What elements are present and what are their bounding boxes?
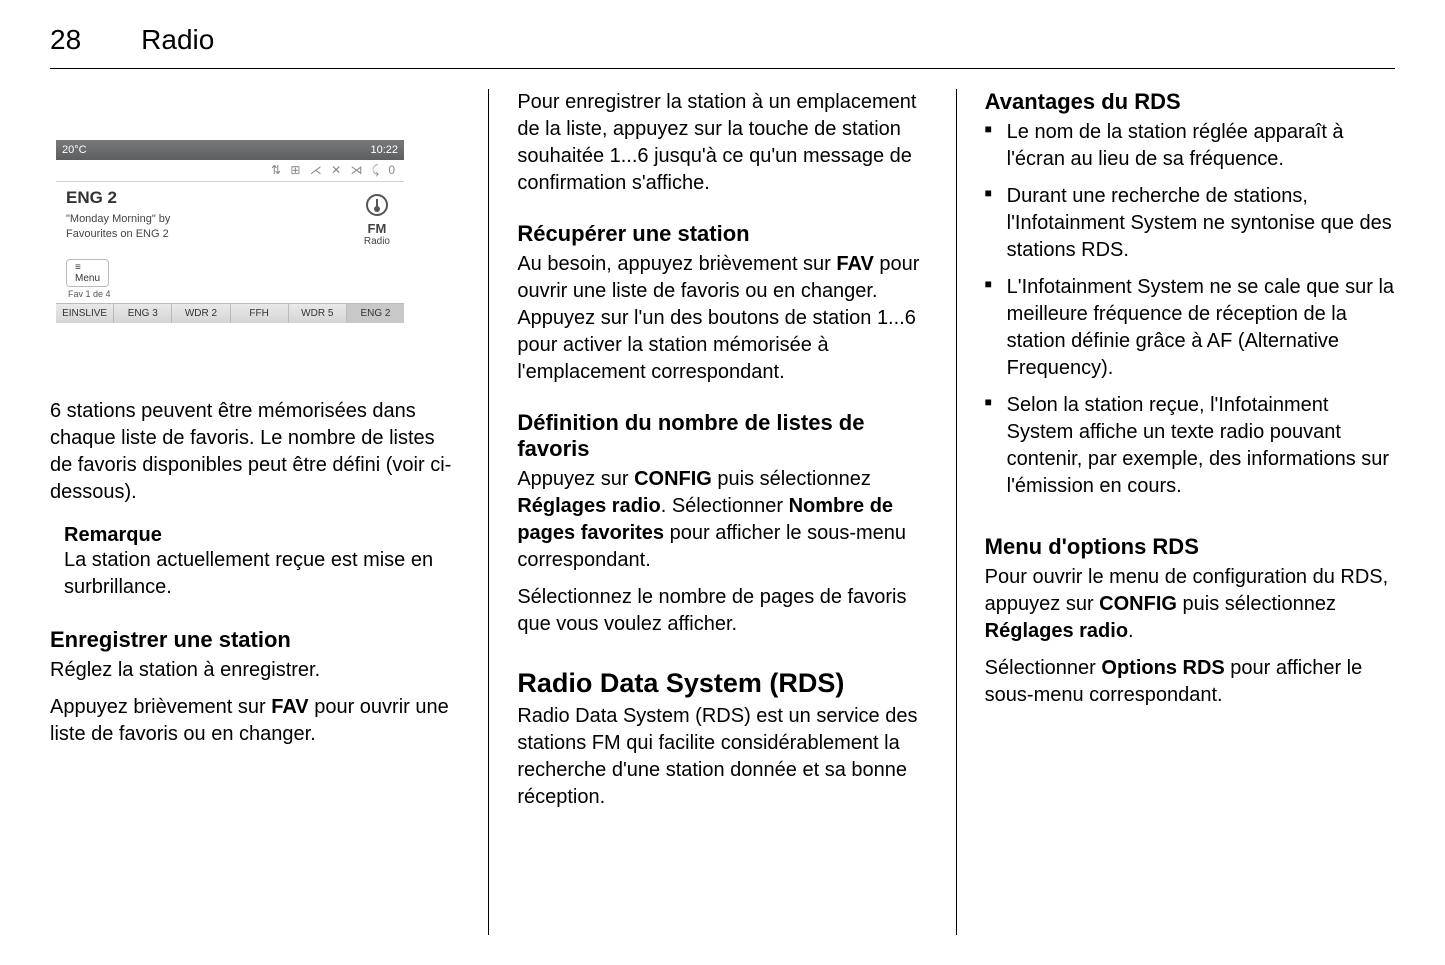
- remark-body: La station actuellement reçue est mise e…: [64, 547, 460, 601]
- preset-5: WDR 5: [289, 304, 347, 323]
- col1-paragraph-1: 6 stations peuvent être mémorisées dans …: [50, 398, 460, 506]
- antenna-icon: [366, 194, 388, 216]
- col1-save-p1: Réglez la station à enregistrer.: [50, 657, 460, 684]
- screenshot-band-indicator: FM Radio: [364, 194, 390, 247]
- list-item: L'Infotainment System ne se cale que sur…: [985, 274, 1395, 382]
- screenshot-nowplaying-1: "Monday Morning" by: [66, 212, 394, 226]
- page-header: 28 Radio: [50, 24, 1395, 69]
- text: .: [1128, 620, 1134, 642]
- col2-rds-paragraph: Radio Data System (RDS) est un service d…: [517, 703, 927, 811]
- col3-menu-p1: Pour ouvrir le menu de configuration du …: [985, 564, 1395, 645]
- screenshot-temp: 20°C: [62, 144, 87, 156]
- list-item: Selon la station reçue, l'Infotainment S…: [985, 392, 1395, 500]
- fav-label: FAV: [271, 696, 308, 718]
- list-item: Le nom de la station réglée apparaît à l…: [985, 119, 1395, 173]
- text: puis sélectionnez: [712, 468, 871, 490]
- screenshot-band-big: FM: [364, 221, 390, 236]
- column-1: 20°C 10:22 ⇅ ⊞ ⋌ ✕ ⋊ ⤹ 0 ENG 2 "Monday M…: [50, 89, 488, 935]
- reglages-radio-label: Réglages radio: [985, 620, 1128, 642]
- screenshot-current-station: ENG 2: [66, 188, 394, 208]
- advantages-list: Le nom de la station réglée apparaît à l…: [985, 119, 1395, 510]
- fav-label: FAV: [836, 253, 873, 275]
- screenshot-time: 10:22: [370, 144, 398, 156]
- col1-save-p2: Appuyez brièvement sur FAV pour ouvrir u…: [50, 694, 460, 748]
- screenshot-statusbar: 20°C 10:22: [56, 140, 404, 160]
- infotainment-screenshot: 20°C 10:22 ⇅ ⊞ ⋌ ✕ ⋊ ⤹ 0 ENG 2 "Monday M…: [50, 89, 410, 374]
- reglages-radio-label: Réglages radio: [517, 495, 660, 517]
- preset-4: FFH: [231, 304, 289, 323]
- text: puis sélectionnez: [1177, 593, 1336, 615]
- columns: 20°C 10:22 ⇅ ⊞ ⋌ ✕ ⋊ ⤹ 0 ENG 2 "Monday M…: [50, 89, 1395, 935]
- screenshot-fav-page-label: Fav 1 de 4: [68, 289, 394, 299]
- menu-icon: ≡: [75, 262, 81, 273]
- column-2: Pour enregistrer la station à un emplace…: [488, 89, 955, 935]
- heading-rds: Radio Data System (RDS): [517, 668, 927, 699]
- text: . Sélectionner: [661, 495, 789, 517]
- screenshot-presets-row: EINSLIVE ENG 3 WDR 2 FFH WDR 5 ENG 2: [56, 303, 404, 323]
- heading-menu-options: Menu d'options RDS: [985, 534, 1395, 560]
- config-label: CONFIG: [1099, 593, 1177, 615]
- col3-menu-p2: Sélectionner Options RDS pour afficher l…: [985, 655, 1395, 709]
- heading-definition: Définition du nombre de listes de favori…: [517, 410, 927, 462]
- col2-top-paragraph: Pour enregistrer la station à un emplace…: [517, 89, 927, 197]
- text: Au besoin, appuyez brièvement sur: [517, 253, 836, 275]
- text: Appuyez brièvement sur: [50, 696, 271, 718]
- preset-3: WDR 2: [172, 304, 230, 323]
- col2-recup-paragraph: Au besoin, appuyez brièvement sur FAV po…: [517, 251, 927, 386]
- screenshot-nowplaying-2: Favourites on ENG 2: [66, 227, 394, 241]
- remark-title: Remarque: [64, 524, 460, 547]
- col2-def-paragraph-2: Sélectionnez le nombre de pages de favor…: [517, 584, 927, 638]
- preset-1: EINSLIVE: [56, 304, 114, 323]
- options-rds-label: Options RDS: [1101, 657, 1224, 679]
- text: Sélectionner: [985, 657, 1102, 679]
- preset-6: ENG 2: [347, 304, 404, 323]
- col2-def-paragraph-1: Appuyez sur CONFIG puis sélectionnez Rég…: [517, 466, 927, 574]
- screenshot-menu-button: ≡ Menu: [66, 259, 109, 287]
- config-label: CONFIG: [634, 468, 712, 490]
- chapter-title: Radio: [141, 24, 214, 56]
- text: Appuyez sur: [517, 468, 634, 490]
- heading-recuperer: Récupérer une station: [517, 221, 927, 247]
- screenshot-menu-label: Menu: [75, 273, 100, 284]
- screenshot-inner: 20°C 10:22 ⇅ ⊞ ⋌ ✕ ⋊ ⤹ 0 ENG 2 "Monday M…: [56, 140, 404, 323]
- column-3: Avantages du RDS Le nom de la station ré…: [956, 89, 1395, 935]
- screenshot-icons-row: ⇅ ⊞ ⋌ ✕ ⋊ ⤹ 0: [56, 160, 404, 181]
- screenshot-body: ENG 2 "Monday Morning" by Favourites on …: [56, 181, 404, 303]
- list-item: Durant une recherche de stations, l'Info…: [985, 183, 1395, 264]
- page-number: 28: [50, 24, 81, 56]
- preset-2: ENG 3: [114, 304, 172, 323]
- heading-avantages: Avantages du RDS: [985, 89, 1395, 115]
- heading-save-station: Enregistrer une station: [50, 627, 460, 653]
- screenshot-band-small: Radio: [364, 236, 390, 247]
- page: 28 Radio 20°C 10:22 ⇅ ⊞ ⋌ ✕ ⋊ ⤹ 0 ENG 2 …: [0, 0, 1445, 965]
